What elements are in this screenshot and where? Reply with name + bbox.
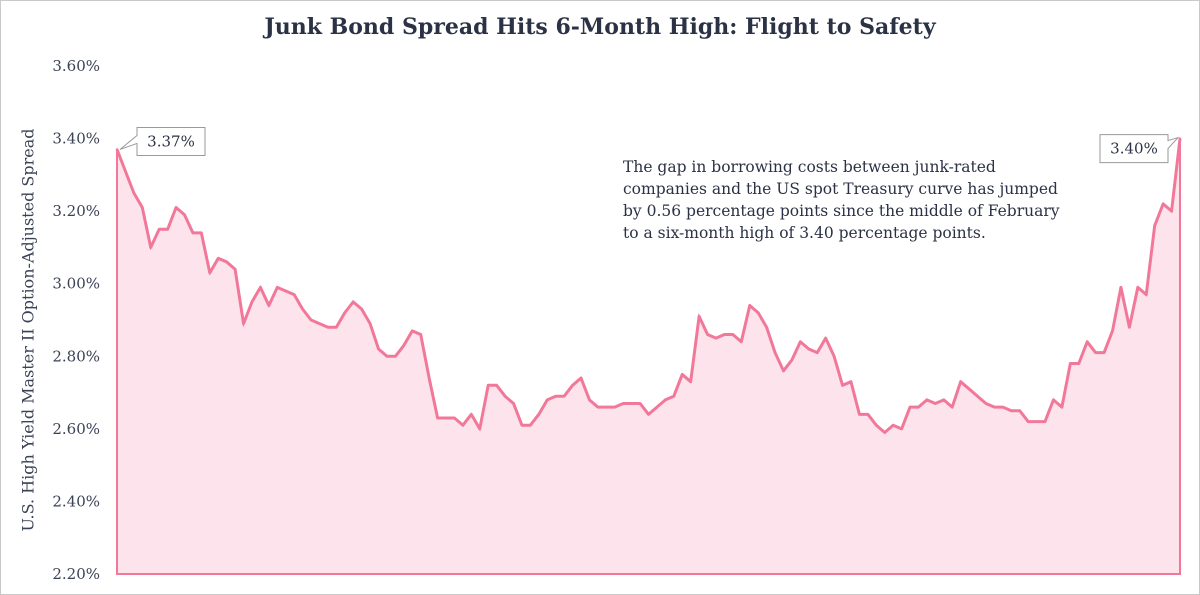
callout-label: 3.37% — [147, 132, 195, 150]
y-tick-label: 3.20% — [52, 202, 100, 220]
callout-label: 3.40% — [1110, 140, 1158, 158]
callout-end: 3.40% — [1099, 134, 1180, 164]
spread-line — [115, 138, 1182, 434]
y-tick-label: 2.20% — [52, 565, 100, 583]
y-tick-labels: 3.60% 3.40% 3.20% 3.00% 2.80% 2.60% 2.40% 2.20% — [52, 57, 100, 583]
y-tick-label: 2.60% — [52, 420, 100, 438]
callout-start: 3.37% — [119, 126, 206, 156]
y-tick-label: 2.40% — [52, 492, 100, 510]
y-tick-label: 3.00% — [52, 275, 100, 293]
y-tick-label: 3.60% — [52, 57, 100, 75]
y-tick-label: 3.40% — [52, 130, 100, 148]
callout-box — [119, 126, 206, 156]
chart-annotation: The gap in borrowing costs between junk-… — [623, 158, 1060, 242]
y-tick-label: 2.80% — [52, 347, 100, 365]
value-callouts: 3.37% 3.40% — [119, 126, 1180, 164]
callout-box — [1099, 134, 1180, 164]
chart-title: Junk Bond Spread Hits 6-Month High: Flig… — [264, 14, 936, 40]
